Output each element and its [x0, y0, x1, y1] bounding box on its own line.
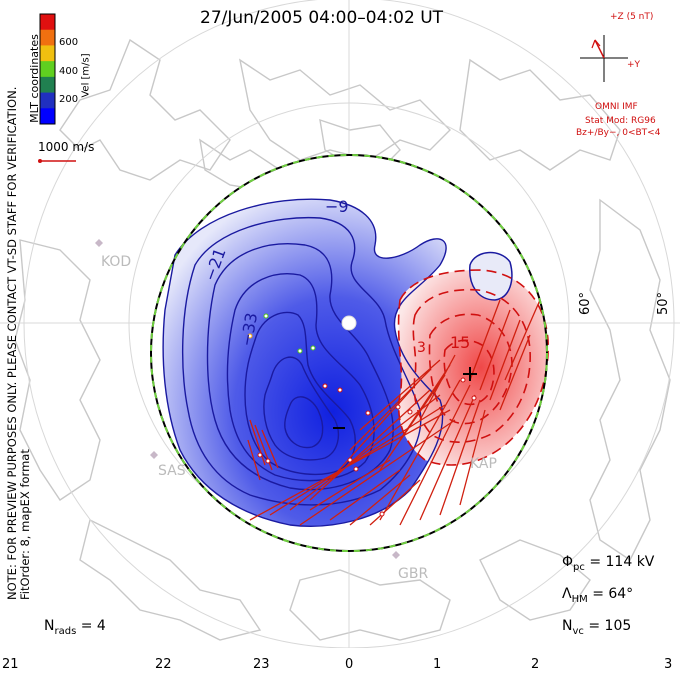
colorbar-label: Vel [m/s] — [80, 53, 92, 98]
mlt-label-2: 2 — [531, 657, 540, 672]
nvc-value: = 105 — [588, 618, 632, 634]
imf-y-label: +Y — [627, 60, 641, 70]
contour-label-15: 15 — [450, 333, 471, 352]
phi-value: = 114 kV — [589, 554, 655, 570]
phi-symbol: Φ — [562, 554, 574, 570]
colorbar-tick-400: 400 — [59, 66, 79, 77]
velocity-colorbar — [40, 14, 55, 125]
colorbar-band — [40, 61, 55, 78]
phi-subscript: pc — [573, 561, 585, 573]
fit-order-line: FitOrder: 8, mapEX format — [18, 449, 32, 600]
colorbar-band — [40, 14, 55, 31]
station-markers — [95, 239, 400, 559]
lambda-symbol: Λ — [562, 586, 572, 602]
scale-vector-label: 1000 m/s — [38, 140, 95, 154]
latitude-label-50: 50° — [656, 291, 672, 316]
mlt-label-1: 1 — [433, 657, 442, 672]
scale-vector — [38, 159, 76, 163]
imf-z-label: +Z (5 nT) — [610, 12, 654, 22]
mlt-coordinates-label: MLT coordinates — [27, 34, 41, 123]
colorbar-band — [40, 108, 55, 125]
station-gbr: GBR — [398, 566, 429, 582]
potential-extrema — [333, 367, 477, 429]
mlt-label-0: 0 — [345, 657, 354, 672]
station-sas: SAS — [158, 463, 186, 479]
station-kap: KAP — [470, 456, 497, 472]
colorbar-frame — [39, 13, 56, 125]
mlt-label-21: 21 — [2, 657, 19, 672]
nrads-symbol: N — [44, 618, 55, 634]
preview-note: NOTE: FOR PREVIEW PURPOSES ONLY. PLEASE … — [5, 50, 32, 600]
nvc-stat: Nvc = 105 — [562, 618, 631, 637]
colorbar-band — [40, 45, 55, 62]
imf-condition: Bz+/By−, 0<BT<4 — [576, 128, 661, 138]
heppner-maynard-boundary — [150, 154, 548, 552]
mlt-label-22: 22 — [155, 657, 172, 672]
colorbar-band — [40, 92, 55, 109]
map-title: 27/Jun/2005 04:00–04:02 UT — [200, 8, 444, 28]
nrads-subscript: rads — [54, 625, 77, 637]
station-kod: KOD — [101, 254, 132, 270]
lambda-subscript: HM — [571, 593, 588, 605]
imf-source: OMNI IMF — [595, 102, 638, 112]
nrads-value: = 4 — [80, 618, 106, 634]
nvc-subscript: vc — [572, 625, 584, 637]
contour-label-3: 3 — [417, 340, 426, 356]
latitude-label-60: 60° — [578, 291, 594, 316]
imf-stat-mod: Stat Mod: RG96 — [585, 116, 656, 126]
velocity-vectors — [247, 299, 541, 526]
mlt-label-23: 23 — [253, 657, 270, 672]
nrads-stat: Nrads = 4 — [44, 618, 106, 637]
colorbar-band — [40, 76, 55, 94]
colorbar-tick-600: 600 — [59, 37, 79, 48]
lambda-value: = 64° — [592, 586, 634, 602]
nvc-symbol: N — [562, 618, 573, 634]
mlt-label-3: 3 — [664, 657, 673, 672]
lambda-hm-stat: ΛHM = 64° — [562, 586, 633, 605]
vector-origins — [247, 313, 477, 517]
imf-clock — [580, 35, 628, 82]
phi-pc-stat: Φpc = 114 kV — [562, 554, 654, 573]
contour-label-minus9: −9 — [325, 197, 349, 216]
geomagnetic-pole-marker — [341, 315, 357, 331]
colorbar-tick-200: 200 — [59, 94, 79, 105]
colorbar-band — [40, 29, 55, 46]
